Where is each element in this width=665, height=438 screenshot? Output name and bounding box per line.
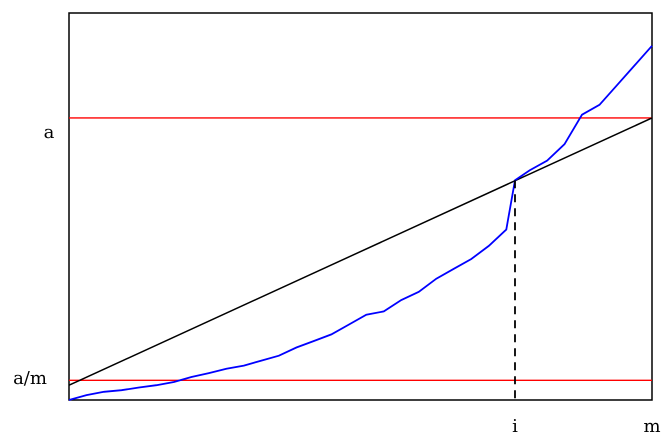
plot-frame [68, 12, 653, 401]
x-tick-label-i: i [512, 416, 518, 437]
series-line [68, 45, 653, 401]
y-tick-label-a-over-m: a/m [13, 368, 47, 389]
threshold-line [68, 117, 653, 386]
x-tick-label-m: m [643, 416, 660, 437]
y-tick-label-a: a [44, 122, 55, 143]
